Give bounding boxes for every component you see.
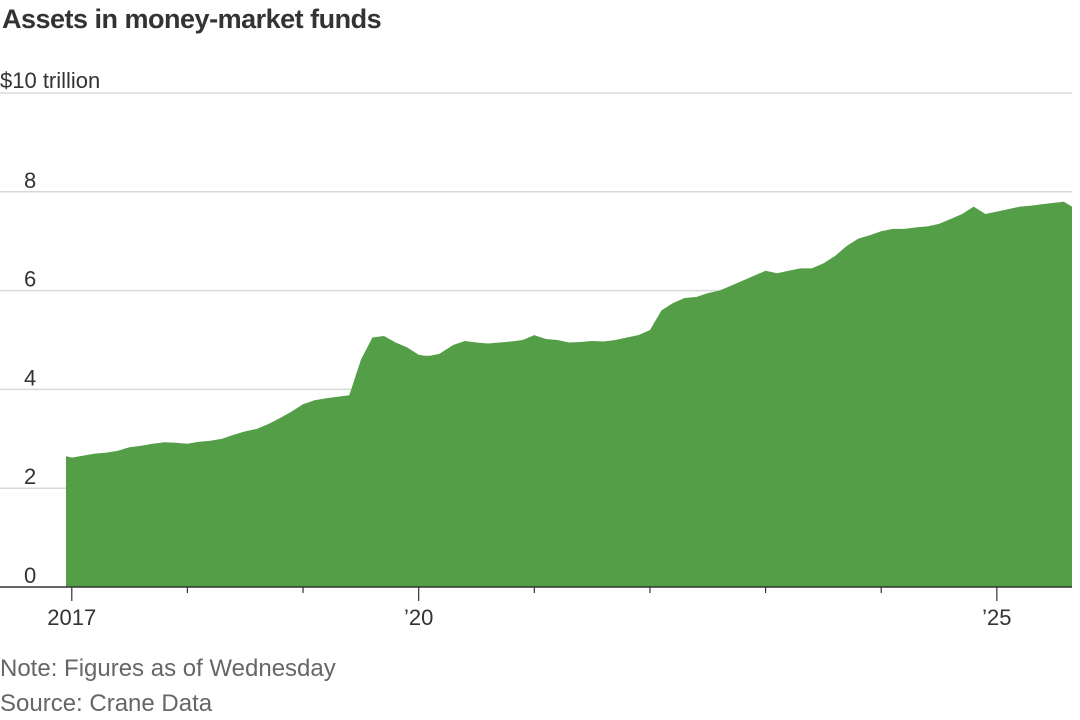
- y-tick-label-0: 0: [24, 563, 36, 588]
- x-tick-label-2025: ’25: [982, 605, 1011, 630]
- x-ticks: 2017 ’20 ’25: [47, 587, 1012, 630]
- y-tick-label-6: 6: [24, 267, 36, 292]
- y-axis-unit-label: $10 trillion: [0, 68, 101, 93]
- y-tick-labels: 0 2 4 6 8: [24, 168, 36, 588]
- x-tick-label-2017: 2017: [47, 605, 96, 630]
- x-tick-label-2020: ’20: [404, 605, 433, 630]
- y-tick-label-2: 2: [24, 464, 36, 489]
- chart-source: Source: Crane Data: [0, 690, 213, 717]
- area-series: [66, 201, 1072, 587]
- chart-note: Note: Figures as of Wednesday: [0, 655, 336, 682]
- chart-title: Assets in money-market funds: [2, 4, 382, 34]
- y-tick-label-8: 8: [24, 168, 36, 193]
- area-chart: 0 2 4 6 8 2017 ’20 ’25: [0, 92, 1072, 630]
- y-tick-label-4: 4: [24, 365, 36, 390]
